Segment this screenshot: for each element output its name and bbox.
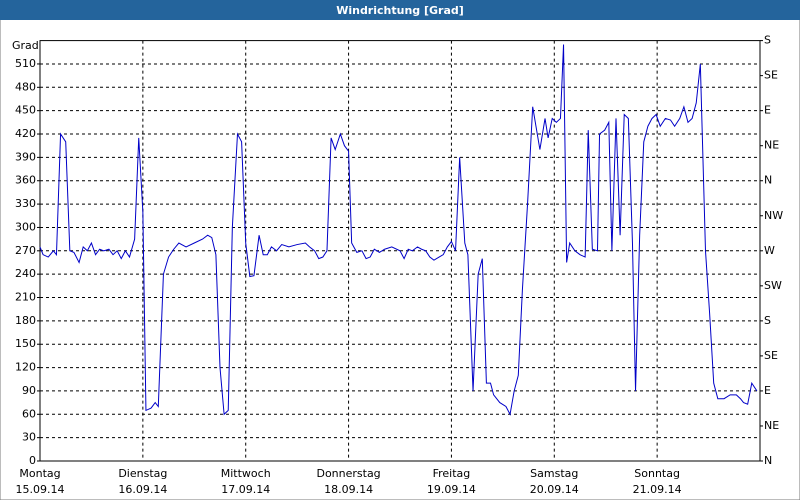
title-bar [0,0,800,20]
y2-tick-label: S [764,314,771,327]
x-tick-date: 15.09.14 [16,483,65,496]
y-tick-label: 240 [15,267,36,280]
y2-tick-label: NW [764,209,783,222]
plot-frame [39,40,761,462]
y2-tick-label: NE [764,139,779,152]
y-tick-label: 120 [15,361,36,374]
y2-tick-label: N [764,174,772,187]
x-tick-date: 16.09.14 [118,483,167,496]
y2-tick-label: E [764,104,771,117]
y-tick-label: 90 [22,384,36,397]
y-tick-label: 300 [15,220,36,233]
y-tick-label: 0 [29,454,36,467]
y2-tick-label: S [764,34,771,47]
y2-tick-label: SE [764,69,778,82]
x-tick-label: Freitag [433,467,471,480]
y-tick-label: 420 [15,127,36,140]
y-tick-label: 390 [15,150,36,163]
y-tick-label: 30 [22,431,36,444]
x-tick-label: Dienstag [118,467,167,480]
y2-tick-label: W [764,244,775,257]
x-tick-label: Sonntag [634,467,680,480]
y-tick-label: 150 [15,337,36,350]
x-tick-date: 21.09.14 [633,483,682,496]
x-tick-date: 20.09.14 [530,483,579,496]
x-tick-label: Samstag [530,467,578,480]
y-tick-label: 480 [15,80,36,93]
y2-tick-label: SW [764,279,782,292]
y-tick-label: 270 [15,244,36,257]
chart-title: Windrichtung [Grad] [336,4,464,17]
x-tick-date: 19.09.14 [427,483,476,496]
x-tick-date: 17.09.14 [221,483,270,496]
y-tick-label: 510 [15,57,36,70]
x-tick-label: Donnerstag [316,467,380,480]
y2-tick-label: N [764,454,772,467]
data-line [39,44,758,416]
y-tick-label: 210 [15,291,36,304]
y-tick-label: 360 [15,174,36,187]
y2-tick-label: NE [764,419,779,432]
y-tick-label: 450 [15,104,36,117]
y-axis-label: Grad [12,39,39,52]
x-tick-label: Mittwoch [221,467,271,480]
y-tick-label: 60 [22,407,36,420]
y-tick-label: 180 [15,314,36,327]
x-tick-label: Montag [19,467,60,480]
y-tick-label: 330 [15,197,36,210]
x-tick-date: 18.09.14 [324,483,373,496]
y2-tick-label: SE [764,349,778,362]
y2-tick-label: E [764,384,771,397]
